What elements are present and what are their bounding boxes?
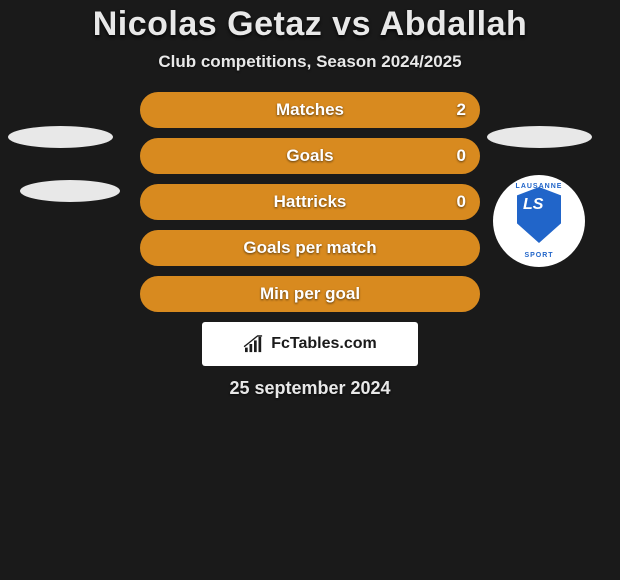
stat-value: 0 xyxy=(457,192,466,212)
player-photo-placeholder-left-1 xyxy=(8,126,113,148)
stat-label: Min per goal xyxy=(260,284,360,304)
club-letters: LS xyxy=(523,197,543,213)
watermark: FcTables.com xyxy=(202,322,418,366)
stat-label: Goals xyxy=(286,146,333,166)
watermark-suffix: Tables.com xyxy=(290,335,377,352)
stat-value: 2 xyxy=(457,100,466,120)
stat-bar: Goals 0 xyxy=(140,138,480,174)
stat-label: Goals per match xyxy=(243,238,376,258)
watermark-text: FcTables.com xyxy=(271,335,377,353)
stat-label: Hattricks xyxy=(274,192,347,212)
page-subtitle: Club competitions, Season 2024/2025 xyxy=(0,52,620,72)
club-arc-bottom: SPORT xyxy=(499,252,579,259)
club-badge: LAUSANNE LS SPORT xyxy=(493,175,585,267)
watermark-prefix: Fc xyxy=(271,335,290,352)
stat-bar: Goals per match xyxy=(140,230,480,266)
player-photo-placeholder-right xyxy=(487,126,592,148)
stat-bar: Min per goal xyxy=(140,276,480,312)
stat-value: 0 xyxy=(457,146,466,166)
stat-bar: Matches 2 xyxy=(140,92,480,128)
chart-icon xyxy=(243,335,265,353)
stat-bar: Hattricks 0 xyxy=(140,184,480,220)
stat-label: Matches xyxy=(276,100,344,120)
club-badge-inner: LAUSANNE LS SPORT xyxy=(499,181,579,261)
player-photo-placeholder-left-2 xyxy=(20,180,120,202)
date-text: 25 september 2024 xyxy=(0,378,620,399)
stat-row-min-per-goal: Min per goal xyxy=(0,276,620,312)
page-title: Nicolas Getaz vs Abdallah xyxy=(0,5,620,44)
stat-row-matches: Matches 2 xyxy=(0,92,620,128)
